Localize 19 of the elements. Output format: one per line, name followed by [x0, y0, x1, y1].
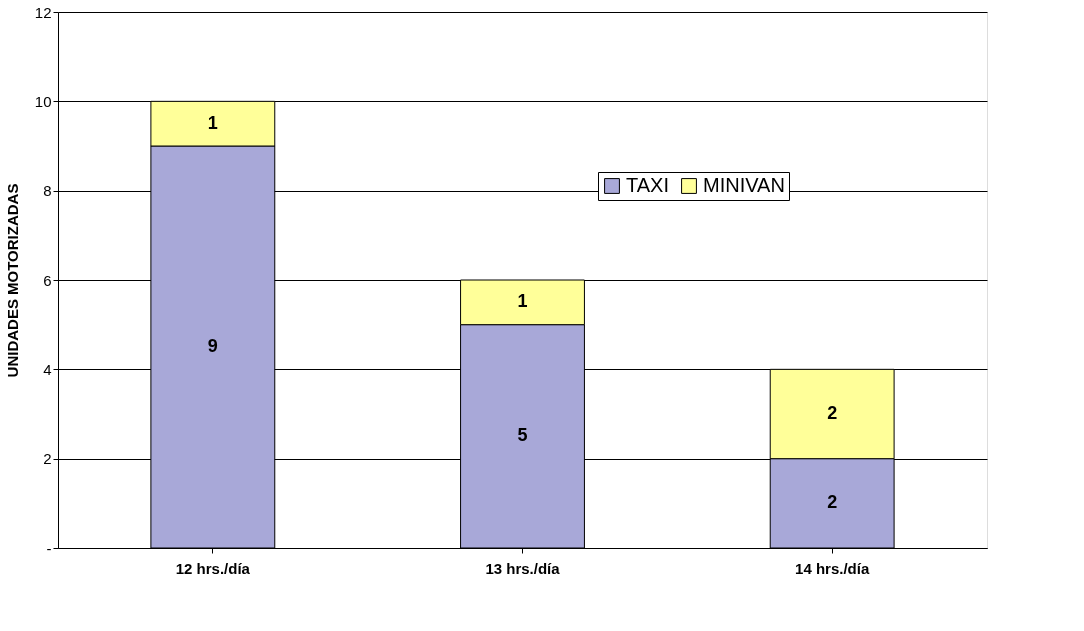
- y-tick-label: 6: [43, 271, 52, 289]
- x-tick-label: 12 hrs./día: [175, 559, 251, 577]
- data-label: 5: [517, 425, 528, 446]
- data-label: 1: [207, 112, 218, 133]
- legend-label: MINIVAN: [703, 174, 785, 196]
- data-label: 2: [827, 492, 838, 513]
- data-label: 2: [827, 403, 838, 423]
- data-label: 1: [517, 291, 528, 312]
- y-tick-label: 8: [43, 182, 52, 200]
- y-axis-title: UNIDADES MOTORIZADAS: [3, 183, 21, 378]
- x-tick-label: 13 hrs./día: [485, 559, 561, 577]
- legend-label: TAXI: [626, 174, 669, 196]
- y-tick-label: 10: [34, 92, 52, 110]
- y-tick-label: 12: [34, 3, 52, 21]
- x-tick-label: 14 hrs./día: [795, 559, 870, 577]
- y-tick-label: 4: [43, 360, 52, 378]
- y-tick-label: 2: [43, 450, 52, 468]
- data-label: 9: [207, 336, 218, 356]
- y-tick-label: -: [46, 539, 52, 557]
